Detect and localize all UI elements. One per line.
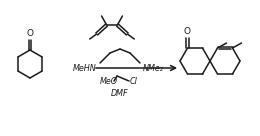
Text: O: O (27, 29, 34, 38)
Text: NMe₂: NMe₂ (143, 64, 164, 73)
Text: DMF: DMF (111, 89, 129, 98)
Text: MeO: MeO (100, 76, 118, 86)
Text: Cl: Cl (130, 76, 138, 86)
Text: MeHN: MeHN (73, 64, 97, 73)
Text: O: O (184, 27, 191, 36)
